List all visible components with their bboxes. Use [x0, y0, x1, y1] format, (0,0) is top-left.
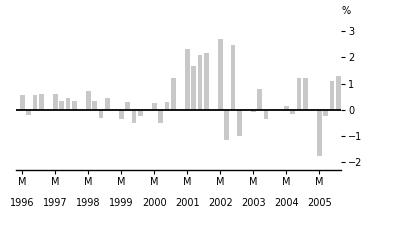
Bar [284, 106, 289, 110]
Bar [53, 94, 58, 110]
Text: 1999: 1999 [109, 198, 133, 208]
Text: 2002: 2002 [208, 198, 233, 208]
Bar [105, 98, 110, 110]
Bar [131, 110, 136, 123]
Bar [204, 53, 209, 110]
Bar [33, 95, 37, 110]
Bar [231, 45, 235, 110]
Bar [317, 110, 322, 156]
Text: %: % [341, 6, 351, 16]
Bar [303, 78, 308, 110]
Bar [86, 91, 91, 110]
Bar [362, 31, 367, 110]
Bar [251, 110, 256, 112]
Bar [138, 110, 143, 116]
Bar [290, 110, 295, 114]
Bar [356, 73, 361, 110]
Bar [119, 110, 123, 119]
Bar [336, 76, 341, 110]
Text: 2001: 2001 [175, 198, 200, 208]
Bar [164, 102, 169, 110]
Bar [257, 89, 262, 110]
Text: 2003: 2003 [241, 198, 266, 208]
Bar [171, 78, 175, 110]
Text: 2005: 2005 [307, 198, 331, 208]
Bar [20, 95, 25, 110]
Bar [98, 110, 103, 118]
Bar [330, 81, 334, 110]
Bar [297, 78, 301, 110]
Bar [39, 94, 44, 110]
Bar [218, 39, 223, 110]
Bar [383, 55, 387, 110]
Text: 2000: 2000 [142, 198, 166, 208]
Bar [191, 67, 196, 110]
Bar [59, 101, 64, 110]
Bar [237, 110, 242, 136]
Bar [125, 102, 130, 110]
Bar [92, 101, 97, 110]
Bar [264, 110, 268, 119]
Bar [66, 98, 70, 110]
Text: 1998: 1998 [76, 198, 100, 208]
Bar [350, 105, 355, 110]
Bar [72, 101, 77, 110]
Bar [389, 52, 394, 110]
Text: 1997: 1997 [43, 198, 67, 208]
Bar [158, 110, 163, 123]
Bar [224, 110, 229, 140]
Bar [26, 110, 31, 115]
Bar [198, 55, 202, 110]
Bar [323, 110, 328, 116]
Text: 2004: 2004 [274, 198, 299, 208]
Bar [185, 49, 190, 110]
Bar [152, 103, 156, 110]
Bar [395, 60, 397, 110]
Text: 1996: 1996 [10, 198, 35, 208]
Bar [369, 55, 374, 110]
